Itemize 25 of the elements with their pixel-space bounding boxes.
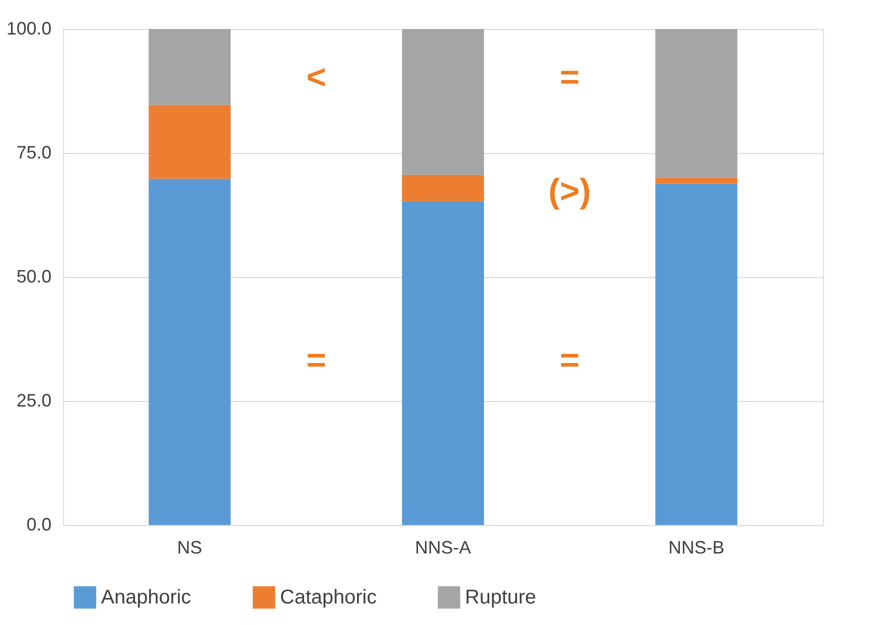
legend-label: Rupture [465, 586, 536, 608]
legend-label: Anaphoric [101, 586, 192, 608]
bar [402, 174, 484, 202]
x-tick-label: NNS-B [668, 538, 724, 558]
annotation: (>) [548, 172, 591, 211]
annotation: = [306, 341, 326, 380]
annotation: = [560, 341, 580, 380]
bar [148, 104, 231, 179]
x-tick-label: NS [177, 538, 202, 558]
y-tick-label: 100.0 [6, 18, 52, 38]
bar [655, 29, 738, 178]
bar [655, 178, 738, 184]
x-tick-label: NNS-A [414, 538, 472, 558]
legend-label: Cataphoric [280, 586, 377, 608]
bar [148, 29, 231, 105]
annotation: < [306, 58, 326, 97]
y-tick-label: 0.0 [26, 514, 52, 534]
y-tick-label: 50.0 [16, 266, 52, 286]
y-tick-label: 25.0 [16, 390, 52, 410]
bar [655, 184, 738, 525]
bar [402, 201, 484, 525]
y-tick-label: 75.0 [16, 142, 52, 162]
annotation: = [560, 58, 580, 97]
bar [148, 178, 231, 525]
bar [402, 29, 484, 175]
